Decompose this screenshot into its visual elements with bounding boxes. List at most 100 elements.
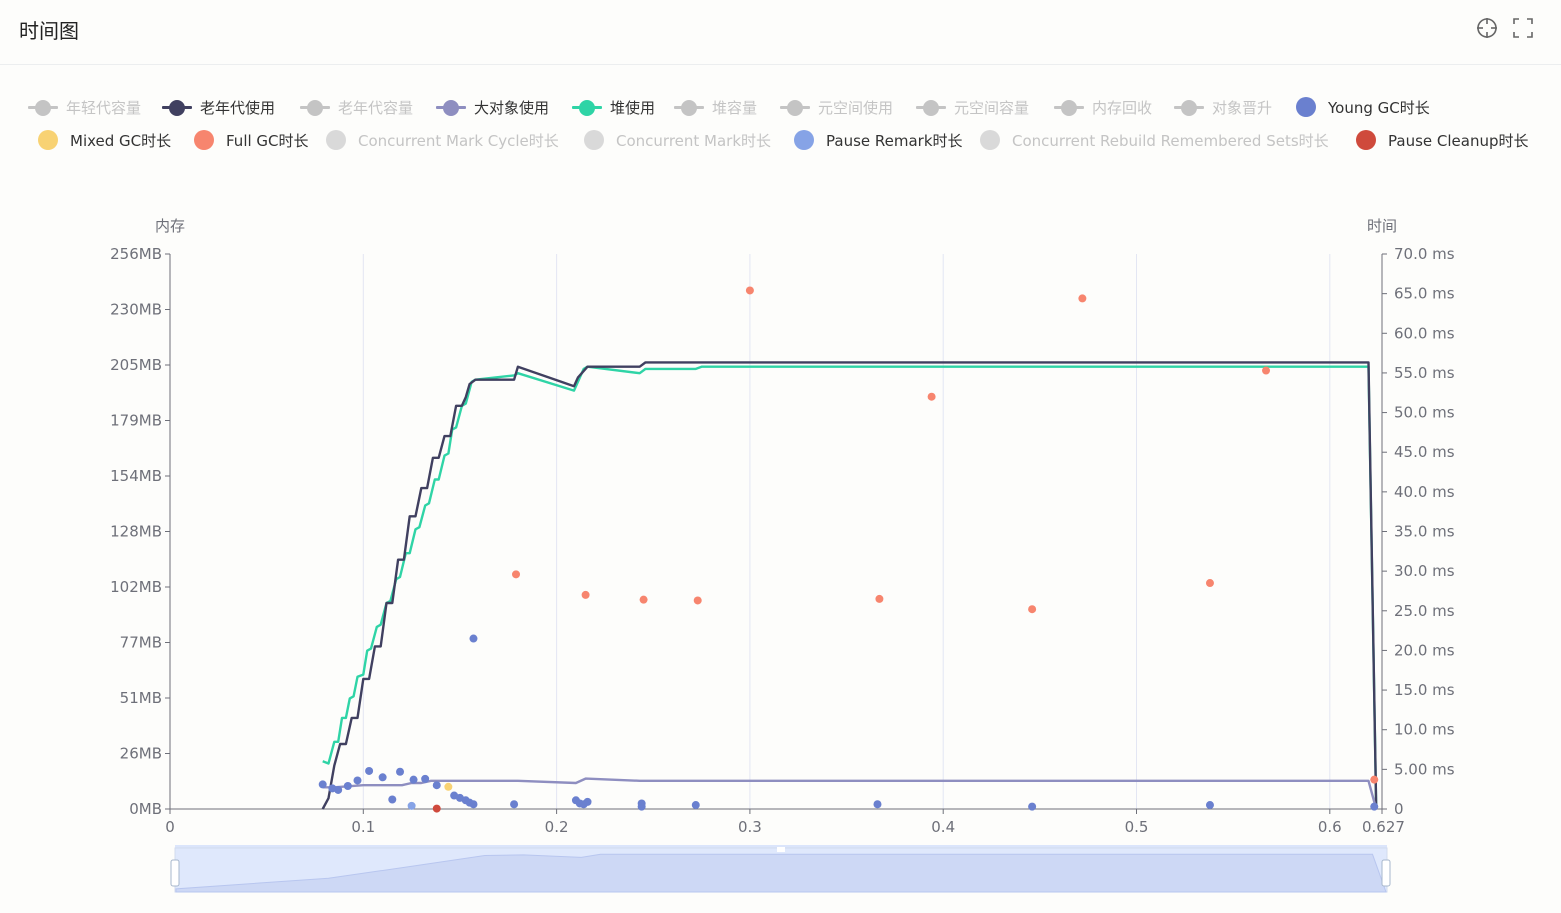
scatter-point bbox=[581, 590, 590, 599]
legend-item[interactable]: 堆使用 bbox=[570, 94, 655, 120]
fullscreen-icon[interactable] bbox=[1512, 17, 1534, 39]
legend-item[interactable]: 年轻代容量 bbox=[26, 94, 141, 120]
scatter-point bbox=[1370, 775, 1379, 784]
legend-label: 对象晋升 bbox=[1212, 98, 1273, 117]
left-axis-tick-label: 0MB bbox=[129, 800, 162, 818]
legend-line-icon bbox=[160, 99, 194, 116]
legend-label: 堆容量 bbox=[712, 98, 758, 117]
legend-item[interactable]: 元空间使用 bbox=[778, 94, 893, 120]
legend-item[interactable]: Concurrent Mark Cycle时长 bbox=[320, 127, 559, 153]
legend-line-icon bbox=[570, 99, 604, 116]
scatter-point bbox=[444, 782, 453, 791]
right-axis-tick-label: 50.0 ms bbox=[1394, 404, 1455, 422]
scatter-point bbox=[583, 797, 592, 806]
legend-item[interactable]: 大对象使用 bbox=[434, 94, 549, 120]
legend-label: 大对象使用 bbox=[474, 98, 550, 117]
right-axis-tick-label: 65.0 ms bbox=[1394, 285, 1455, 303]
legend-label: Full GC时长 bbox=[226, 131, 309, 150]
scatter-point bbox=[639, 595, 648, 604]
right-axis-tick-label: 35.0 ms bbox=[1394, 523, 1455, 541]
legend-item[interactable]: 老年代使用 bbox=[160, 94, 275, 120]
legend-item[interactable]: Young GC时长 bbox=[1290, 94, 1430, 120]
scatter-point bbox=[875, 594, 884, 603]
x-axis-tick-label: 0 bbox=[165, 818, 175, 836]
scatter-point bbox=[318, 780, 327, 789]
legend-label: Concurrent Mark时长 bbox=[616, 131, 772, 150]
legend-item[interactable]: 元空间容量 bbox=[914, 94, 1029, 120]
x-axis-tick-label: 0.2 bbox=[545, 818, 569, 836]
legend-item[interactable]: Pause Remark时长 bbox=[788, 127, 963, 153]
right-axis-name: 时间 bbox=[1367, 217, 1397, 235]
scatter-point bbox=[469, 634, 478, 643]
scatter-point bbox=[353, 776, 362, 785]
legend-label: Mixed GC时长 bbox=[70, 131, 172, 150]
crosshair-icon[interactable] bbox=[1476, 17, 1498, 39]
scatter-point bbox=[1028, 605, 1037, 614]
left-axis-tick-label: 256MB bbox=[110, 245, 162, 263]
zoom-handle-left[interactable] bbox=[170, 859, 180, 887]
scatter-point bbox=[343, 782, 352, 791]
scatter-point bbox=[407, 801, 416, 810]
legend-item[interactable]: Mixed GC时长 bbox=[32, 127, 171, 153]
scatter-point bbox=[927, 392, 936, 401]
legend-label: 老年代使用 bbox=[200, 98, 276, 117]
scatter-point bbox=[693, 596, 702, 605]
zoom-handle-right[interactable] bbox=[1381, 859, 1391, 887]
scatter-point bbox=[637, 802, 646, 811]
right-axis-tick-label: 25.0 ms bbox=[1394, 602, 1455, 620]
scatter-point bbox=[334, 785, 343, 794]
left-axis-tick-label: 205MB bbox=[110, 356, 162, 374]
legend-label: 元空间容量 bbox=[954, 98, 1030, 117]
scatter-point bbox=[1078, 294, 1087, 303]
left-axis-tick-label: 128MB bbox=[110, 523, 162, 541]
right-axis-tick-label: 70.0 ms bbox=[1394, 245, 1455, 263]
x-axis-tick-label: 0.3 bbox=[738, 818, 762, 836]
legend-label: Concurrent Mark Cycle时长 bbox=[358, 131, 559, 150]
legend-item[interactable]: Full GC时长 bbox=[188, 127, 309, 153]
scatter-point bbox=[691, 801, 700, 810]
header-bar: 时间图 bbox=[0, 0, 1561, 65]
legend-circle-icon bbox=[980, 130, 1000, 150]
left-axis-tick-label: 230MB bbox=[110, 301, 162, 319]
legend-item[interactable]: Concurrent Mark时长 bbox=[578, 127, 771, 153]
legend-label: 元空间使用 bbox=[818, 98, 894, 117]
legend-item[interactable]: Concurrent Rebuild Remembered Sets时长 bbox=[974, 127, 1329, 153]
legend-circle-icon bbox=[194, 130, 214, 150]
legend-row-1: 年轻代容量 老年代使用 老年代容量 大对象使用 堆使用 堆容量 元空间使用 元空间容量 内存回收… bbox=[22, 94, 1552, 127]
legend-item[interactable]: 堆容量 bbox=[672, 94, 757, 120]
right-axis-tick-label: 45.0 ms bbox=[1394, 443, 1455, 461]
legend-label: 老年代容量 bbox=[338, 98, 414, 117]
zoom-overview-area bbox=[175, 853, 1387, 893]
left-axis-name: 内存 bbox=[155, 217, 185, 235]
scatter-point bbox=[409, 775, 418, 784]
legend-circle-icon bbox=[1356, 130, 1376, 150]
right-axis-tick-label: 30.0 ms bbox=[1394, 562, 1455, 580]
series-line-2 bbox=[322, 777, 1378, 810]
scatter-point bbox=[1205, 801, 1214, 810]
x-axis-tick-label: 0.4 bbox=[931, 818, 955, 836]
right-axis-tick-label: 0 bbox=[1394, 800, 1404, 818]
legend-circle-icon bbox=[1296, 97, 1316, 117]
legend-line-icon bbox=[434, 99, 468, 116]
scatter-point bbox=[873, 800, 882, 809]
series-line-0 bbox=[322, 365, 1378, 810]
x-axis-tick-label: 0.5 bbox=[1125, 818, 1149, 836]
legend-circle-icon bbox=[584, 130, 604, 150]
legend-line-icon bbox=[1172, 99, 1206, 116]
legend-item[interactable]: 对象晋升 bbox=[1172, 94, 1272, 120]
right-axis-tick-label: 5.00 ms bbox=[1394, 760, 1455, 778]
legend-label: 堆使用 bbox=[610, 98, 656, 117]
scatter-point bbox=[1205, 579, 1214, 588]
legend-item[interactable]: 内存回收 bbox=[1052, 94, 1152, 120]
scatter-point bbox=[388, 795, 397, 804]
legend-line-icon bbox=[298, 99, 332, 116]
legend-label: Pause Remark时长 bbox=[826, 131, 963, 150]
legend-item[interactable]: 老年代容量 bbox=[298, 94, 413, 120]
scatter-point bbox=[745, 286, 754, 295]
page-title: 时间图 bbox=[19, 19, 79, 43]
scatter-point bbox=[1370, 802, 1379, 811]
scatter-point bbox=[432, 804, 441, 813]
zoom-drag-handle[interactable] bbox=[777, 847, 785, 852]
legend-item[interactable]: Pause Cleanup时长 bbox=[1350, 127, 1528, 153]
